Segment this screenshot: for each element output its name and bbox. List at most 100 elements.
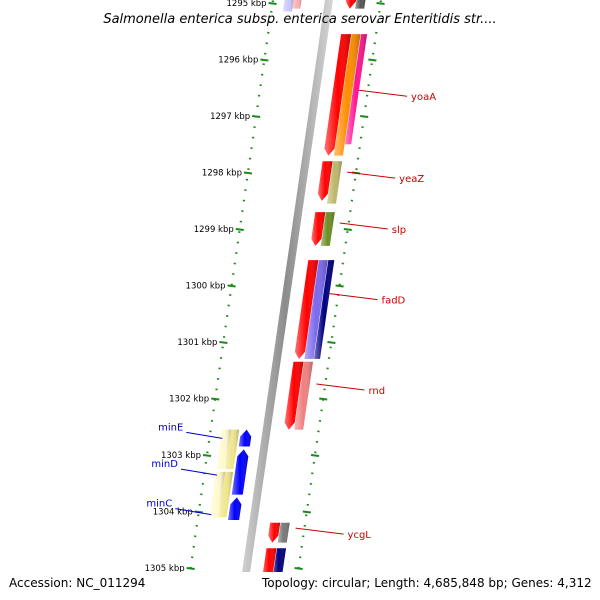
tick-label: 1302 kbp xyxy=(169,395,209,405)
tick-mark xyxy=(243,171,253,175)
tick-label: 1299 kbp xyxy=(194,225,234,235)
leader-line xyxy=(186,431,223,439)
feature-shading xyxy=(314,260,335,359)
feature-shading xyxy=(238,429,252,447)
feature-shading xyxy=(324,34,352,156)
tick-1305: 1305 kbp xyxy=(145,564,303,574)
leader-line xyxy=(175,508,212,516)
gene-label-ycgL: ycgL xyxy=(295,527,372,541)
tick-label: 1301 kbp xyxy=(177,338,217,348)
tick-1296: 1296 kbp xyxy=(218,56,377,66)
feature-rev-gene-11 xyxy=(295,260,319,359)
tick-label: 1305 kbp xyxy=(145,564,185,574)
gene-label-fadD: fadD xyxy=(329,293,406,307)
gene-name: minE xyxy=(158,422,183,433)
feature-shading xyxy=(209,471,226,518)
tick-mark xyxy=(202,454,212,457)
tick-mark xyxy=(360,115,369,118)
tick-mark xyxy=(368,58,377,62)
tick-mark xyxy=(310,454,320,457)
tick-label: 1300 kbp xyxy=(186,282,226,292)
gene-labels: yoaA yeaZ slp fadD rnd ycgL minE minD minC xyxy=(146,89,436,541)
gene-name: minC xyxy=(146,499,172,510)
gene-name: minD xyxy=(151,459,178,470)
feature-rev-gene-7 xyxy=(317,161,333,201)
feature-shading xyxy=(304,260,328,359)
feature-rev-gene-2 xyxy=(345,0,357,9)
feature-rev-gene-14 xyxy=(284,361,304,430)
gene-name: fadD xyxy=(382,296,406,307)
feature-shading xyxy=(295,260,319,359)
tick-label: 1297 kbp xyxy=(210,112,250,122)
tick-mark xyxy=(219,341,228,344)
feature-rev-cds-10 xyxy=(320,212,335,246)
gene-label-minD: minD xyxy=(151,459,218,476)
feature-shading xyxy=(355,0,366,9)
map-title: Salmonella enterica subsp. enterica sero… xyxy=(103,12,496,27)
gene-label-yeaZ: yeaZ xyxy=(347,171,424,185)
tick-label: 1303 kbp xyxy=(161,451,201,461)
gene-name: yeaZ xyxy=(399,174,424,185)
gene-label-minC: minC xyxy=(146,499,212,516)
feature-shading xyxy=(231,449,249,495)
tick-mark xyxy=(376,2,385,5)
feature-shading xyxy=(277,522,290,543)
tick-mark xyxy=(319,397,328,401)
feature-fwd-near-22 xyxy=(228,497,242,520)
tick-mark xyxy=(260,58,269,62)
footer-background xyxy=(0,572,600,600)
feature-rev-gene-23 xyxy=(268,522,281,543)
feature-fwd-gene-1 xyxy=(282,0,294,12)
tick-mark xyxy=(235,228,244,231)
feature-fwd-gene-19 xyxy=(209,471,226,518)
tick-1303: 1303 kbp xyxy=(161,451,320,461)
gene-label-minE: minE xyxy=(158,422,223,439)
tick-label: 1296 kbp xyxy=(218,56,258,66)
feature-fwd-cds-18 xyxy=(217,471,234,518)
tick-1300: 1300 kbp xyxy=(186,282,344,292)
tick-label: 1304 kbp xyxy=(153,508,193,518)
feature-fwd-gene-17 xyxy=(216,429,232,470)
tick-1301: 1301 kbp xyxy=(177,338,336,348)
feature-rev-cds-5 xyxy=(333,34,361,156)
feature-fwd-cds-16 xyxy=(224,429,240,470)
feature-rev-extra-13 xyxy=(314,260,335,359)
tick-mark xyxy=(268,2,277,5)
tick-1299: 1299 kbp xyxy=(194,225,352,235)
feature-rev-gene-4 xyxy=(324,34,352,156)
leader-line xyxy=(295,527,344,535)
feature-shading xyxy=(224,429,240,470)
feature-shading xyxy=(345,34,368,145)
tick-mark xyxy=(343,228,352,231)
feature-shading xyxy=(284,361,304,430)
gene-label-slp: slp xyxy=(339,222,406,236)
feature-rev-cds-24 xyxy=(277,522,290,543)
gene-label-rnd: rnd xyxy=(316,383,385,397)
gene-name: ycgL xyxy=(348,530,372,541)
feature-rev-cds-8 xyxy=(327,161,343,204)
leader-line xyxy=(339,222,388,230)
feature-shading xyxy=(345,0,357,9)
leader-line xyxy=(347,171,396,179)
gene-name: yoaA xyxy=(411,92,436,103)
tick-mark xyxy=(302,510,311,514)
tick-mark xyxy=(252,115,261,118)
feature-shading xyxy=(228,497,242,520)
feature-tracks xyxy=(209,0,368,600)
feature-rev-cds-12 xyxy=(304,260,328,359)
tick-1302: 1302 kbp xyxy=(169,395,328,405)
feature-fwd-near-20 xyxy=(238,429,252,447)
feature-shading xyxy=(291,0,302,9)
tick-label: 1295 kbp xyxy=(227,0,267,9)
feature-shading xyxy=(217,471,234,518)
gene-label-yoaA: yoaA xyxy=(358,89,436,103)
leader-line xyxy=(316,383,365,391)
gene-name: rnd xyxy=(368,386,385,397)
topology-text: Topology: circular; Length: 4,685,848 bp… xyxy=(261,576,592,590)
backbone-band xyxy=(238,0,334,600)
feature-shading xyxy=(327,161,343,204)
feature-rev-cds-3 xyxy=(355,0,366,9)
tick-mark xyxy=(335,284,344,288)
leader-line xyxy=(329,293,378,301)
